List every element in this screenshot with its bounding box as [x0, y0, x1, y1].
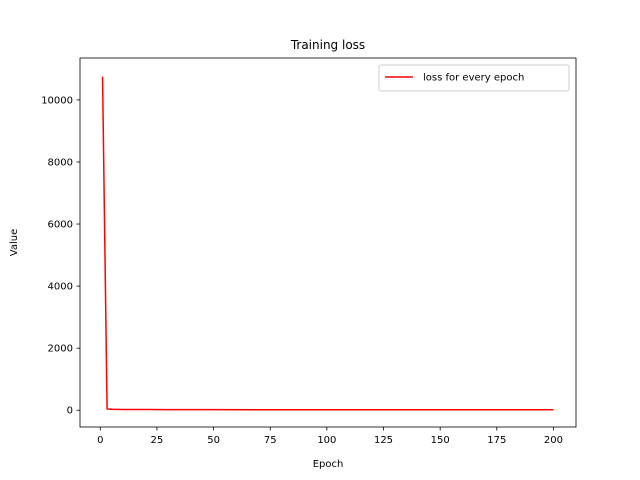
plot-frame [79, 57, 577, 428]
x-tick-label: 125 [374, 435, 393, 446]
y-axis-label: Value [9, 229, 20, 256]
loss-series-line [101, 76, 554, 411]
plot-area [80, 58, 576, 427]
y-tick-label: 2000 [48, 344, 73, 355]
y-tick-label: 8000 [48, 157, 73, 168]
x-tick-label: 150 [431, 435, 450, 446]
x-tick-label: 200 [544, 435, 563, 446]
y-tick-label: 0 [67, 406, 73, 417]
plot-background [80, 58, 576, 427]
y-tick-label: 6000 [48, 220, 73, 231]
chart-title: Training loss [290, 38, 365, 52]
x-tick-label: 75 [264, 435, 277, 446]
x-tick-label: 100 [317, 435, 336, 446]
y-tick-label: 10000 [41, 95, 73, 106]
x-tick-label: 25 [151, 435, 164, 446]
x-tick-label: 0 [97, 435, 103, 446]
x-tick-label: 50 [207, 435, 220, 446]
axis-ticks: 0 25 50 75 100 125 150 175 200020004000600080001… [41, 95, 563, 446]
legend: loss for every epoch [378, 64, 570, 92]
y-tick-label: 4000 [48, 282, 73, 293]
x-axis-label: Epoch [313, 459, 344, 470]
legend-label: loss for every epoch [423, 73, 524, 84]
series-layer [101, 76, 554, 411]
x-tick-label: 175 [487, 435, 506, 446]
legend-box [378, 64, 570, 92]
